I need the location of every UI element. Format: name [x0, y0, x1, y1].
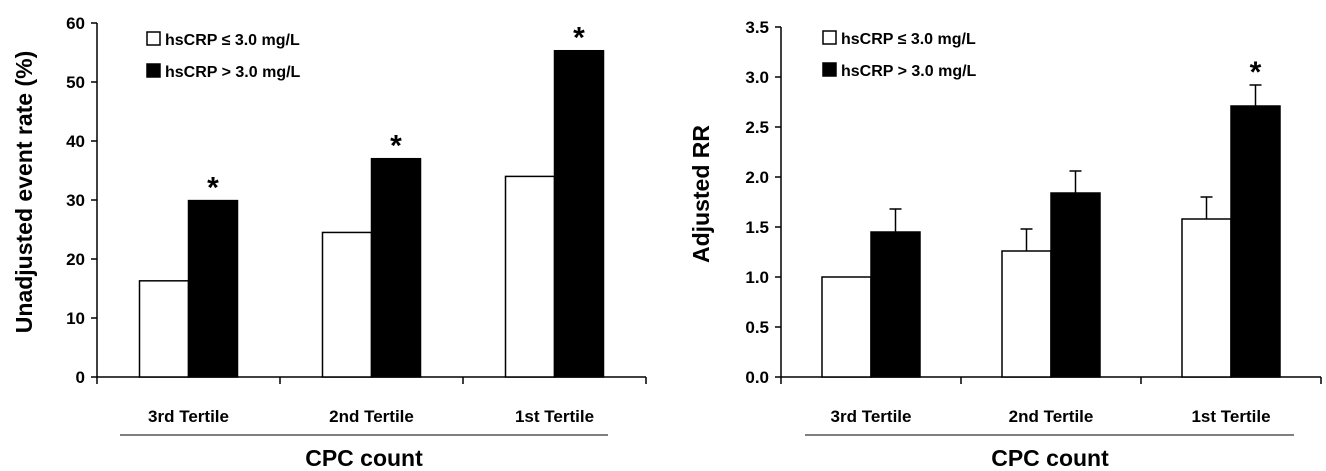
x-axis-label: CPC count — [305, 445, 423, 471]
y-tick-label: 10 — [66, 309, 85, 328]
y-tick-label: 1.0 — [745, 268, 769, 287]
y-tick-label: 30 — [66, 191, 85, 210]
x-axis-label: CPC count — [991, 445, 1109, 471]
x-category-label: 1st Tertile — [515, 407, 594, 426]
y-tick-label: 2.0 — [745, 168, 769, 187]
significance-asterisk: * — [573, 22, 585, 55]
chart-unadjusted-event-rate: 0 10 20 30 40 50 60 * 3rd Tertile * 2nd Tertile * 1s… — [11, 14, 647, 471]
x-category-label: 2nd Tertile — [1009, 407, 1094, 426]
x-category-label: 1st Tertile — [1191, 407, 1270, 426]
legend-swatch-high-hscrp — [146, 63, 161, 78]
bar-low-hscrp — [1001, 250, 1052, 378]
y-tick-label: 3.0 — [745, 68, 769, 87]
x-category-label: 3rd Tertile — [831, 407, 912, 426]
x-category-label: 3rd Tertile — [148, 407, 229, 426]
y-axis-label: Unadjusted event rate (%) — [11, 51, 37, 333]
significance-asterisk: * — [207, 172, 219, 205]
legend-label: hsCRP ≤ 3.0 mg/L — [841, 31, 976, 48]
bar-low-hscrp — [138, 280, 190, 378]
y-tick-label: 20 — [66, 250, 85, 269]
y-axis-label: Adjusted RR — [688, 125, 714, 263]
y-tick-label: 3.5 — [745, 18, 769, 37]
legend-swatch-high-hscrp — [822, 62, 837, 77]
significance-asterisk: * — [390, 130, 402, 163]
legend-swatch-low-hscrp — [822, 30, 837, 45]
y-tick-label: 1.5 — [745, 218, 769, 237]
bar-high-hscrp — [370, 157, 422, 378]
legend-label: hsCRP > 3.0 mg/L — [165, 64, 301, 81]
bar-low-hscrp — [821, 276, 872, 378]
bar-high-hscrp — [1230, 105, 1281, 378]
bar-low-hscrp — [1181, 218, 1232, 378]
y-tick-label: 2.5 — [745, 118, 769, 137]
y-tick-label: 0.0 — [745, 368, 769, 387]
significance-asterisk: * — [1250, 56, 1262, 89]
y-tick-label: 60 — [66, 14, 85, 33]
bar-low-hscrp — [504, 175, 556, 378]
y-tick-label: 0 — [76, 368, 85, 387]
chart-adjusted-rr: 0.0 0.5 1.0 1.5 2.0 2.5 3.0 3.5 3rd Tertile 2nd T… — [688, 18, 1322, 471]
bar-high-hscrp — [553, 49, 605, 378]
y-tick-label: 40 — [66, 132, 85, 151]
bar-high-hscrp — [870, 231, 921, 378]
legend-label: hsCRP > 3.0 mg/L — [841, 63, 977, 80]
legend-swatch-low-hscrp — [146, 31, 161, 46]
bar-low-hscrp — [321, 231, 373, 378]
y-tick-label: 50 — [66, 73, 85, 92]
bar-high-hscrp — [187, 199, 239, 378]
bar-high-hscrp — [1050, 192, 1101, 378]
x-category-label: 2nd Tertile — [329, 407, 414, 426]
y-tick-label: 0.5 — [745, 318, 769, 337]
legend-label: hsCRP ≤ 3.0 mg/L — [165, 32, 300, 49]
